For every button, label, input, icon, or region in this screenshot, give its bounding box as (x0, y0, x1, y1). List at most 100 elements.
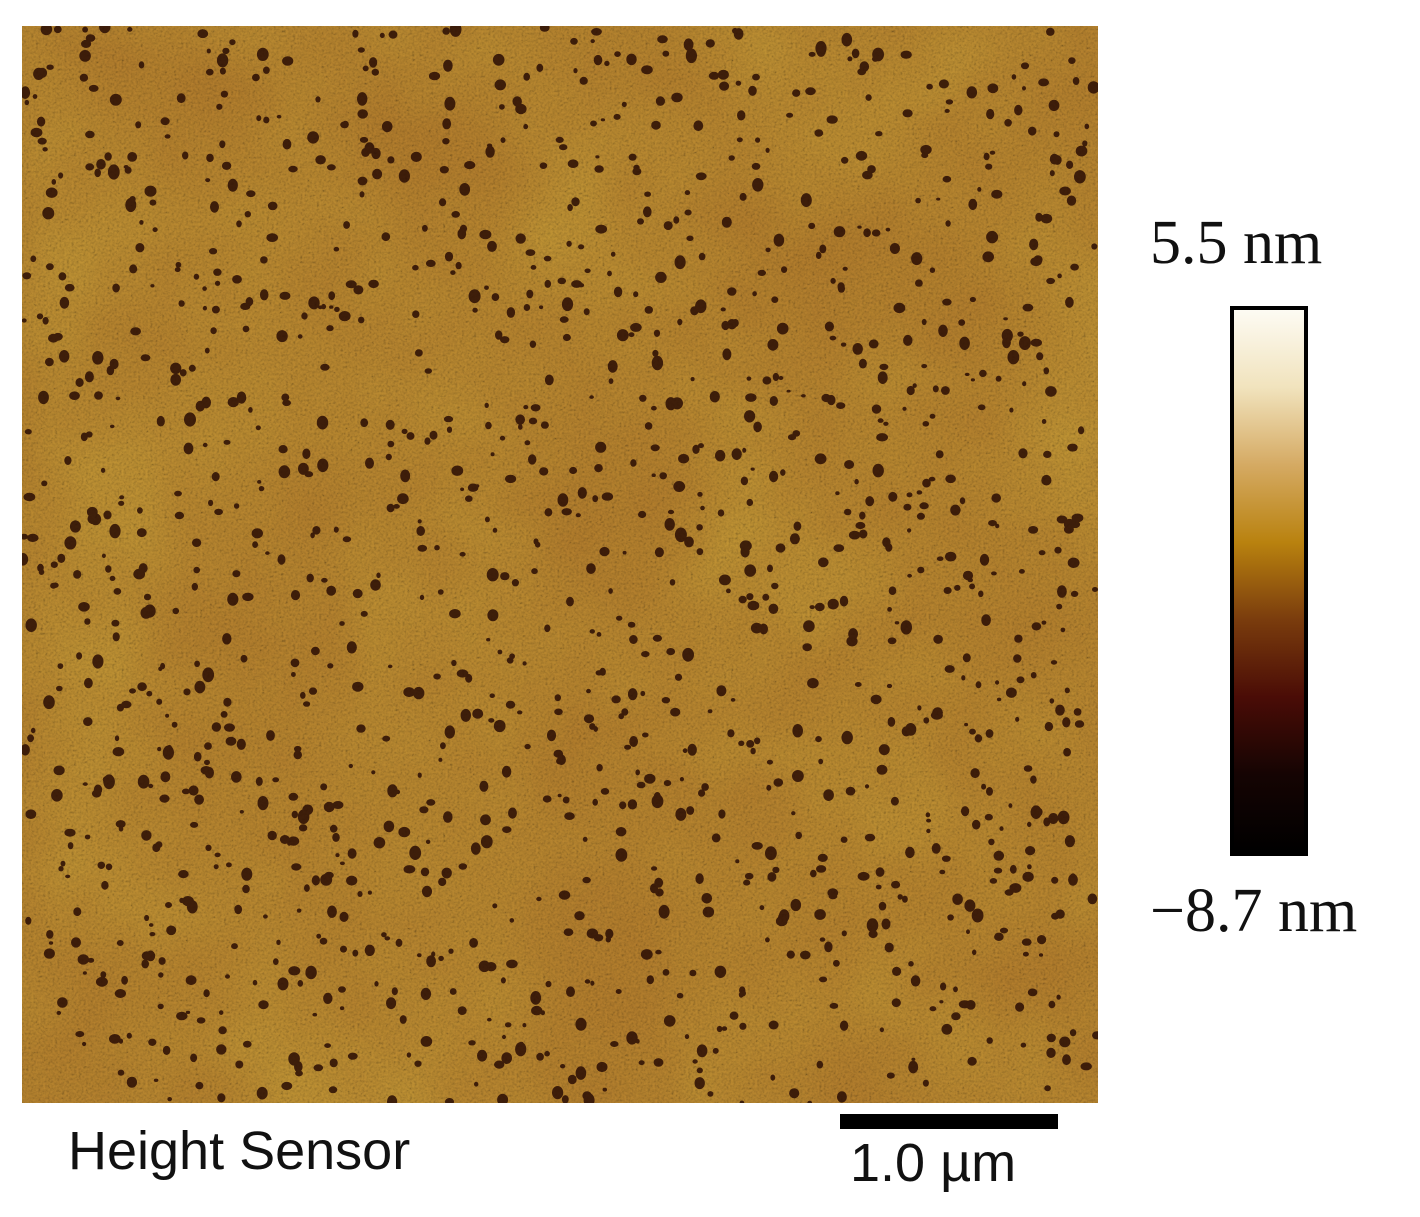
surface-pit (945, 99, 954, 105)
surface-pit (1025, 846, 1036, 856)
surface-pit (319, 937, 328, 945)
surface-pit (628, 332, 635, 338)
surface-pit (43, 695, 55, 710)
surface-pit (300, 691, 306, 699)
surface-pit (744, 872, 754, 880)
surface-pit (1030, 338, 1042, 347)
surface-pit (1043, 367, 1050, 375)
surface-pit (969, 296, 977, 303)
surface-pit (536, 896, 542, 902)
surface-pit (616, 615, 623, 621)
surface-pit (1028, 126, 1037, 136)
surface-pit (506, 307, 516, 318)
surface-pit (602, 1087, 607, 1092)
surface-pit (382, 735, 391, 742)
surface-pit (58, 272, 67, 281)
surface-pit (480, 814, 491, 826)
surface-pit (544, 508, 553, 517)
surface-pit (615, 989, 622, 994)
surface-pit (900, 50, 912, 59)
surface-pit (1022, 86, 1026, 91)
surface-pit (386, 503, 395, 513)
surface-pit (399, 1015, 407, 1024)
surface-pit (23, 492, 36, 502)
surface-pit (479, 229, 492, 240)
surface-pit (1074, 720, 1085, 728)
surface-pit (210, 201, 219, 213)
surface-pit (241, 867, 253, 881)
surface-pit (792, 89, 801, 97)
surface-pit (1048, 99, 1060, 112)
surface-pit (276, 939, 281, 945)
surface-pit (993, 867, 1003, 874)
surface-pit (854, 682, 862, 687)
surface-pit (610, 251, 616, 257)
surface-pit (65, 874, 71, 879)
surface-pit (575, 513, 581, 518)
surface-pit (113, 588, 122, 595)
surface-pit (757, 269, 766, 276)
surface-pit (141, 830, 152, 841)
surface-pit (1030, 805, 1042, 819)
surface-pit (257, 796, 269, 811)
surface-pit (1084, 123, 1090, 130)
surface-pit (589, 395, 594, 399)
surface-pit (188, 785, 199, 796)
surface-pit (857, 871, 870, 881)
surface-pit (751, 842, 763, 850)
surface-pit (308, 296, 320, 310)
surface-pit (288, 165, 298, 173)
surface-pit (48, 333, 59, 343)
surface-pit (226, 862, 232, 868)
surface-pit (202, 442, 208, 448)
surface-pit (1004, 119, 1012, 127)
surface-pit (509, 918, 515, 923)
surface-pit (627, 799, 638, 810)
surface-pit (701, 893, 713, 904)
surface-pit (99, 26, 111, 34)
surface-pit (712, 1047, 719, 1054)
surface-pit (933, 634, 943, 644)
surface-pit (1011, 74, 1017, 80)
surface-pit (842, 266, 848, 271)
colorbar-max-label: 5.5 nm (1150, 209, 1323, 277)
surface-pit (851, 48, 860, 59)
surface-pit (817, 853, 828, 863)
surface-pit (765, 247, 771, 253)
surface-pit (67, 842, 74, 850)
surface-pit (352, 681, 364, 692)
surface-pit (255, 425, 261, 431)
surface-pit (251, 528, 263, 539)
surface-pit (696, 1067, 703, 1074)
surface-pit (85, 34, 96, 42)
surface-pit (877, 371, 888, 385)
surface-pit (84, 834, 91, 840)
surface-pit (546, 729, 557, 742)
surface-pit (315, 155, 326, 165)
surface-pit (1022, 951, 1029, 957)
surface-pit (590, 120, 597, 127)
surface-pit (839, 1020, 849, 1031)
surface-pit (505, 474, 517, 484)
surface-pit (545, 980, 552, 988)
surface-pit (342, 536, 352, 543)
surface-pit (559, 316, 569, 323)
surface-pit (426, 955, 436, 968)
surface-pit (911, 252, 923, 266)
surface-pit (604, 60, 610, 67)
surface-pit (669, 579, 676, 586)
surface-pit (641, 65, 653, 75)
surface-pit (259, 289, 269, 301)
surface-pit (94, 391, 103, 400)
surface-pit (978, 590, 984, 598)
surface-pit (209, 248, 218, 255)
surface-pit (446, 426, 453, 433)
surface-pit (969, 728, 976, 735)
surface-pit (595, 224, 608, 234)
surface-pit (324, 1043, 331, 1048)
surface-pit (484, 402, 489, 408)
surface-pit (1021, 938, 1032, 946)
surface-pit (773, 233, 785, 247)
surface-pit (57, 553, 66, 564)
surface-pit (420, 867, 430, 877)
